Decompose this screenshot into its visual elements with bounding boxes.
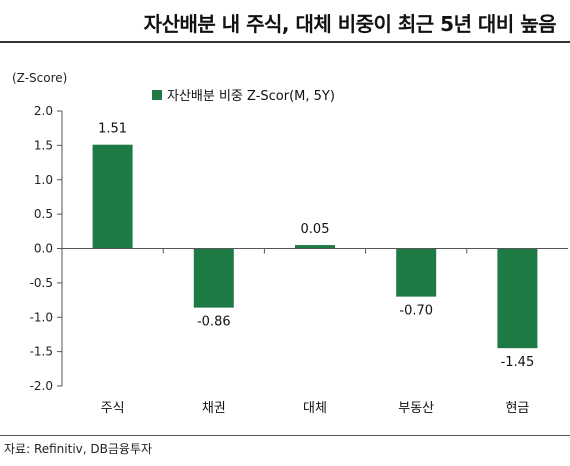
x-category-label: 부동산 bbox=[398, 401, 434, 416]
source-note: 자료: Refinitiv, DB금융투자 bbox=[4, 442, 153, 456]
bar bbox=[497, 248, 538, 349]
bar bbox=[295, 245, 335, 249]
y-tick-label: 0.5 bbox=[34, 207, 53, 221]
bar bbox=[193, 248, 234, 308]
y-tick-label: 1.0 bbox=[34, 173, 53, 187]
x-category-label: 현금 bbox=[505, 401, 529, 416]
bars bbox=[92, 144, 538, 349]
y-tick-label: -1.5 bbox=[30, 345, 53, 359]
bar-chart: (Z-Score) 자산배분 비중 Z-Scor(M, 5Y) 2.0 1.5 1.… bbox=[12, 71, 568, 416]
footer-divider bbox=[0, 435, 570, 436]
bar bbox=[92, 144, 133, 249]
x-axis: 주식 채권 대체 부동산 현금 bbox=[62, 248, 568, 416]
data-label: 1.51 bbox=[98, 122, 127, 137]
legend-swatch bbox=[152, 90, 162, 100]
data-labels: 1.51 -0.86 0.05 -0.70 -1.45 bbox=[98, 122, 534, 371]
y-tick-label: -0.5 bbox=[30, 276, 53, 290]
x-category-label: 채권 bbox=[202, 401, 226, 416]
y-tick-label: -2.0 bbox=[30, 379, 53, 393]
y-tick-label: -1.0 bbox=[30, 310, 53, 324]
y-tick-label: 1.5 bbox=[34, 138, 53, 152]
legend-label: 자산배분 비중 Z-Scor(M, 5Y) bbox=[167, 89, 335, 104]
x-category-label: 주식 bbox=[101, 401, 125, 416]
data-label: -0.86 bbox=[197, 315, 231, 330]
data-label: -0.70 bbox=[399, 304, 433, 319]
y-axis-unit-label: (Z-Score) bbox=[12, 71, 67, 85]
chart-title: 자산배분 내 주식, 대체 비중이 최근 5년 대비 높음 bbox=[143, 12, 557, 36]
bar bbox=[396, 248, 437, 297]
y-tick-label: 0.0 bbox=[34, 242, 53, 256]
legend: 자산배분 비중 Z-Scor(M, 5Y) bbox=[152, 89, 335, 104]
y-axis: 2.0 1.5 1.0 0.5 0.0 -0.5 -1.0 -1.5 -2.0 bbox=[30, 104, 63, 393]
x-category-label: 대체 bbox=[303, 401, 327, 416]
data-label: 0.05 bbox=[301, 222, 330, 237]
y-tick-label: 2.0 bbox=[34, 104, 53, 118]
data-label: -1.45 bbox=[501, 355, 535, 370]
title-divider bbox=[0, 41, 570, 43]
